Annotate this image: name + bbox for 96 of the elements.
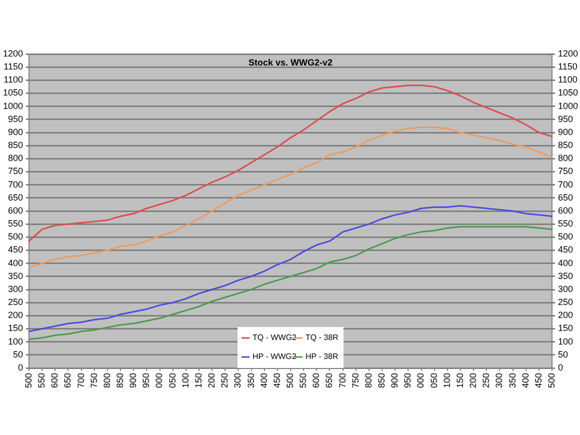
x-tick-label: 650 bbox=[62, 373, 73, 388]
y-tick-label: 250 bbox=[8, 297, 23, 308]
x-tick-label: 400 bbox=[258, 373, 269, 388]
y-tick-label: 200 bbox=[8, 310, 23, 320]
x-tick-label: 500 bbox=[23, 373, 34, 388]
x-tick-label: 450 bbox=[272, 373, 282, 388]
x-tick-label: 750 bbox=[350, 373, 360, 388]
y-tick-label: 750 bbox=[8, 166, 23, 176]
y-tick-label: 1150 bbox=[4, 62, 23, 72]
x-tick-label: 350 bbox=[507, 373, 518, 388]
y-tick-label: 50 bbox=[12, 349, 23, 360]
y2-tick-label: 50 bbox=[558, 349, 568, 360]
y-tick-label: 1000 bbox=[2, 100, 23, 111]
x-tick-label: 150 bbox=[193, 373, 204, 388]
y2-tick-label: 900 bbox=[558, 126, 574, 137]
y2-tick-label: 400 bbox=[558, 258, 574, 268]
y-tick-label: 150 bbox=[8, 323, 23, 334]
x-tick-label: 600 bbox=[50, 373, 60, 388]
x-tick-label: 300 bbox=[232, 373, 243, 388]
x-tick-label: 400 bbox=[520, 373, 530, 388]
x-tick-label: 650 bbox=[324, 373, 334, 388]
x-tick-label: 750 bbox=[88, 373, 99, 388]
y2-tick-label: 350 bbox=[558, 270, 574, 281]
x-tick-label: 950 bbox=[402, 373, 413, 388]
y-tick-label: 350 bbox=[8, 270, 23, 281]
x-tick-label: 500 bbox=[546, 373, 556, 388]
y2-tick-label: 550 bbox=[558, 218, 574, 229]
x-tick-label: 700 bbox=[337, 373, 348, 388]
x-tick-label: 250 bbox=[220, 373, 230, 388]
x-tick-label: 800 bbox=[102, 373, 112, 388]
x-tick-label: 100 bbox=[442, 373, 452, 388]
x-tick-label: 350 bbox=[246, 373, 256, 388]
x-tick-label: 450 bbox=[533, 373, 544, 388]
y-tick-label: 650 bbox=[8, 192, 23, 202]
y-tick-label: 300 bbox=[8, 284, 23, 294]
y-tick-label: 1100 bbox=[4, 74, 23, 85]
y-tick-label: 1200 bbox=[2, 48, 23, 58]
x-tick-label: 900 bbox=[128, 373, 138, 388]
x-tick-label: 200 bbox=[206, 373, 217, 388]
y-tick-label: 600 bbox=[8, 205, 23, 216]
x-tick-label: 200 bbox=[468, 373, 478, 388]
y-tick-label: 700 bbox=[8, 179, 23, 190]
x-tick-label: 000 bbox=[154, 373, 164, 388]
y-tick-label: 1050 bbox=[2, 88, 23, 98]
chart-title: Stock vs. WWG2-v2 bbox=[248, 57, 333, 68]
y2-tick-label: 500 bbox=[558, 232, 574, 242]
x-tick-label: 000 bbox=[416, 373, 426, 388]
y2-tick-label: 250 bbox=[558, 297, 574, 308]
y2-tick-label: 1100 bbox=[558, 74, 578, 85]
y2-tick-label: 1150 bbox=[558, 62, 578, 72]
x-tick-label: 700 bbox=[76, 373, 86, 388]
y-tick-label: 550 bbox=[8, 218, 23, 229]
y2-tick-label: 150 bbox=[558, 323, 574, 334]
x-tick-label: 100 bbox=[180, 373, 190, 388]
x-tick-label: 950 bbox=[141, 373, 152, 388]
y2-tick-label: 0 bbox=[558, 362, 564, 372]
legend-label: HP - WWG2 bbox=[252, 352, 297, 362]
y2-tick-label: 300 bbox=[558, 284, 574, 294]
y2-tick-label: 100 bbox=[558, 336, 574, 346]
x-tick-label: 050 bbox=[167, 373, 178, 388]
y2-tick-label: 650 bbox=[558, 192, 574, 202]
x-tick-label: 600 bbox=[311, 373, 322, 388]
x-tick-label: 850 bbox=[376, 373, 387, 388]
x-tick-label: 800 bbox=[363, 373, 374, 388]
x-tick-label: 150 bbox=[454, 373, 465, 388]
y-tick-label: 850 bbox=[8, 140, 23, 150]
y-tick-label: 900 bbox=[8, 126, 23, 137]
x-tick-label: 300 bbox=[494, 373, 504, 388]
x-tick-label: 550 bbox=[298, 373, 308, 388]
y2-tick-label: 950 bbox=[558, 114, 574, 124]
x-tick-label: 850 bbox=[115, 373, 126, 388]
x-tick-label: 550 bbox=[36, 373, 47, 388]
y2-tick-label: 600 bbox=[558, 205, 574, 216]
y-tick-label: 400 bbox=[8, 258, 23, 268]
x-tick-label: 500 bbox=[284, 373, 295, 388]
y2-tick-label: 850 bbox=[558, 140, 574, 150]
legend-label: HP - 38R bbox=[306, 352, 338, 362]
y2-tick-label: 1000 bbox=[558, 100, 578, 111]
legend-label: TQ - WWG2 bbox=[252, 333, 298, 342]
x-tick-label: 050 bbox=[428, 373, 439, 388]
y2-tick-label: 450 bbox=[558, 244, 574, 255]
y2-tick-label: 1200 bbox=[558, 48, 578, 58]
x-tick-label: 250 bbox=[481, 373, 492, 388]
y-tick-label: 450 bbox=[8, 244, 23, 255]
y2-tick-label: 1050 bbox=[558, 88, 578, 98]
y-tick-label: 950 bbox=[8, 114, 23, 124]
y2-tick-label: 200 bbox=[558, 310, 574, 320]
y-tick-label: 800 bbox=[8, 153, 23, 164]
legend-label: TQ - 38R bbox=[306, 333, 339, 342]
y2-tick-label: 800 bbox=[558, 153, 574, 164]
y2-tick-label: 700 bbox=[558, 179, 574, 190]
y-tick-label: 0 bbox=[18, 362, 23, 372]
y2-tick-label: 750 bbox=[558, 166, 574, 176]
y-tick-label: 100 bbox=[8, 336, 23, 346]
x-tick-label: 900 bbox=[390, 373, 400, 388]
y-tick-label: 500 bbox=[8, 232, 23, 242]
